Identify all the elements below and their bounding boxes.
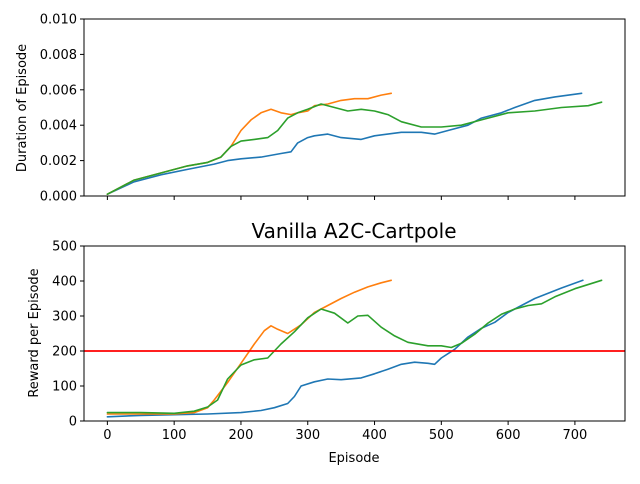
reward-x-tick-label: 300 (295, 428, 320, 443)
reward-x-tick-label: 600 (496, 428, 521, 443)
reward-x-tick: 300 (295, 421, 320, 443)
duration-y-tick: 0.002 (40, 154, 84, 169)
reward-series-line-2 (106, 279, 392, 415)
reward-axes-frame (83, 245, 626, 422)
duration-axes-frame (83, 18, 626, 197)
reward-y-ticks: 0 100 200 300 400 500 (52, 240, 84, 430)
reward-x-tick: 0 (103, 421, 112, 443)
reward-y-tick: 200 (52, 345, 84, 360)
reward-series-line-3 (106, 279, 603, 415)
reward-y-tick-label: 300 (52, 310, 77, 325)
reward-x-tick-label: 200 (229, 428, 254, 443)
duration-y-tick: 0.010 (40, 13, 84, 28)
duration-series-line-2 (106, 92, 392, 195)
reward-x-tick: 400 (362, 421, 387, 443)
reward-x-tick: 500 (429, 421, 454, 443)
reward-y-tick: 100 (52, 380, 84, 395)
duration-y-tick: 0.008 (40, 48, 84, 63)
duration-y-ticks: 0.000 0.002 0.004 0.006 0.008 0.010 (40, 13, 84, 205)
reward-series-group (106, 279, 603, 418)
reward-x-axis-label: Episode (328, 451, 379, 466)
duration-y-tick: 0.000 (40, 190, 84, 205)
duration-y-tick-label: 0.006 (40, 83, 77, 98)
reward-y-tick-label: 500 (52, 240, 77, 255)
reward-y-tick-label: 200 (52, 345, 77, 360)
duration-series-line-1 (106, 92, 583, 195)
reward-x-ticks: 0 100 200 300 400 500 600 700 (103, 421, 587, 443)
reward-x-tick-label: 100 (162, 428, 187, 443)
reward-y-tick: 400 (52, 275, 84, 290)
reward-x-tick-label: 0 (103, 428, 111, 443)
reward-x-tick: 700 (562, 421, 587, 443)
reward-x-tick: 600 (496, 421, 521, 443)
reward-y-tick: 300 (52, 310, 84, 325)
duration-series-group (106, 92, 603, 195)
reward-chart-title: Vanilla A2C-Cartpole (251, 219, 456, 243)
reward-x-tick: 100 (162, 421, 187, 443)
reward-x-tick-label: 500 (429, 428, 454, 443)
reward-y-tick-label: 400 (52, 275, 77, 290)
duration-x-ticks (106, 196, 576, 200)
reward-x-tick-label: 700 (562, 428, 587, 443)
reward-y-tick: 0 (69, 415, 84, 430)
reward-y-tick-label: 0 (69, 415, 77, 430)
reward-x-tick: 200 (229, 421, 254, 443)
duration-y-tick-label: 0.008 (40, 48, 77, 63)
duration-series-line-3 (106, 101, 603, 195)
duration-y-tick: 0.004 (40, 119, 84, 134)
reward-series-line-1 (106, 279, 584, 418)
duration-y-tick-label: 0.000 (40, 190, 77, 205)
duration-y-axis-label: Duration of Episode (15, 44, 30, 172)
reward-panel: Vanilla A2C-Cartpole 0 100 200 300 400 500 600… (27, 219, 626, 466)
reward-y-tick-label: 100 (52, 380, 77, 395)
duration-panel: 0.000 0.002 0.004 0.006 0.008 0.010 Duration … (15, 13, 626, 205)
duration-y-tick: 0.006 (40, 83, 84, 98)
reward-x-tick-label: 400 (362, 428, 387, 443)
duration-y-tick-label: 0.010 (40, 13, 77, 28)
duration-y-tick-label: 0.004 (40, 119, 77, 134)
duration-y-tick-label: 0.002 (40, 154, 77, 169)
reward-y-axis-label: Reward per Episode (27, 268, 42, 397)
reward-y-tick: 500 (52, 240, 84, 255)
